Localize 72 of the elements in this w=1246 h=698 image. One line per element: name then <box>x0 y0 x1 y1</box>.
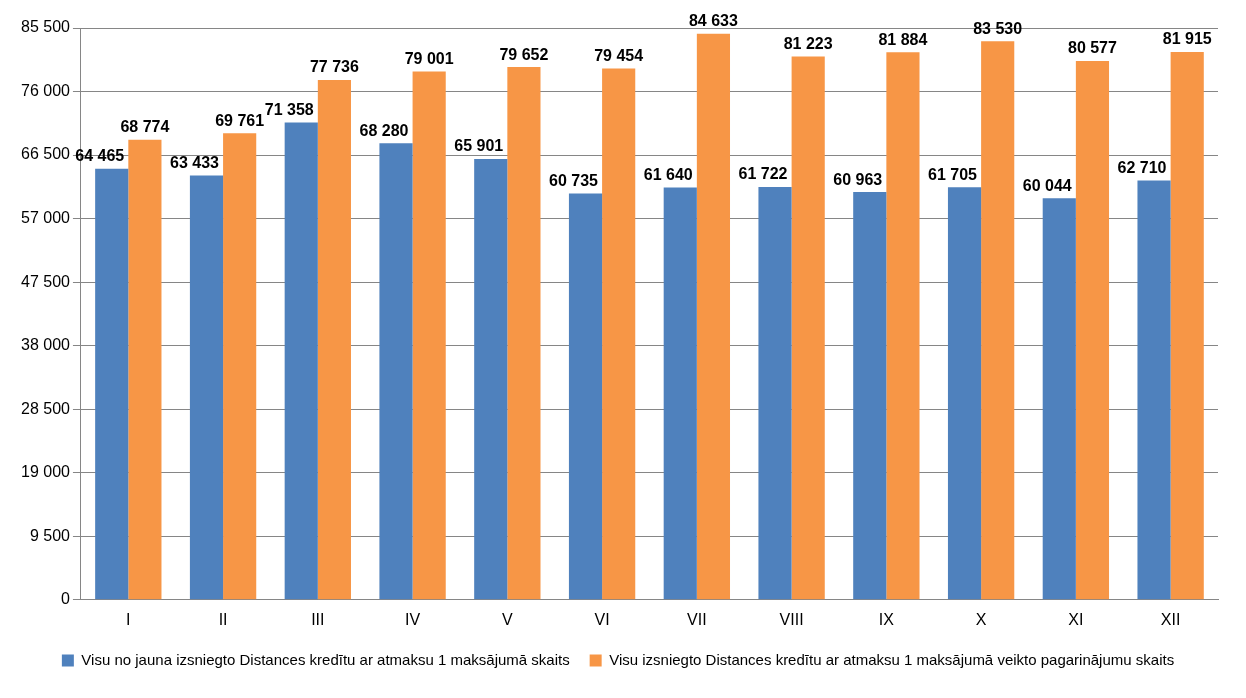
bar <box>886 52 920 600</box>
bar <box>189 175 224 600</box>
y-tick-label: 85 500 <box>21 18 71 36</box>
y-tick-label: 9 500 <box>29 526 71 544</box>
y-tick-label: 66 500 <box>21 145 71 163</box>
bar <box>412 71 446 600</box>
y-tick-label: 28 500 <box>21 399 71 417</box>
data-label: 68 280 <box>359 121 409 139</box>
data-label: 60 963 <box>833 170 883 188</box>
x-tick-label: IV <box>405 610 421 628</box>
data-label: 77 736 <box>309 58 359 76</box>
data-label: 81 223 <box>783 35 833 53</box>
x-tick-label: I <box>126 610 131 628</box>
bar <box>947 187 982 600</box>
bar <box>507 67 541 600</box>
bar <box>853 192 887 600</box>
x-tick-label: V <box>502 610 513 628</box>
x-tick-label: VII <box>687 610 707 628</box>
legend-label: Visu no jauna izsniegto Distances kredītu ar atmaksu 1 maksājumā skaits <box>81 650 570 668</box>
data-label: 80 577 <box>1067 39 1118 57</box>
bar <box>128 139 162 600</box>
data-label: 65 901 <box>454 137 504 155</box>
x-tick-label: II <box>218 610 228 628</box>
data-label: 71 358 <box>264 100 314 118</box>
y-tick-label: 19 000 <box>21 463 71 481</box>
bar <box>1137 180 1171 600</box>
bar <box>791 56 825 600</box>
bar <box>379 143 413 600</box>
legend-label: Visu izsniegto Distances kredītu ar atmaksu 1 maksājumā veikto pagarinājumu skaits <box>609 650 1175 668</box>
data-label: 63 433 <box>170 153 220 171</box>
data-label: 79 652 <box>499 45 549 63</box>
x-tick-label: VIII <box>779 610 804 628</box>
x-tick-label: IX <box>878 610 895 628</box>
bar <box>1075 60 1110 600</box>
bar <box>223 133 257 600</box>
bar <box>474 159 508 600</box>
y-tick-label: 47 500 <box>21 272 71 290</box>
bar <box>1170 51 1204 600</box>
data-label: 60 044 <box>1022 176 1072 194</box>
bar <box>1042 198 1076 600</box>
data-label: 61 640 <box>643 165 693 183</box>
bar <box>95 168 129 600</box>
bar <box>663 187 697 600</box>
data-label: 64 465 <box>75 147 125 165</box>
data-label: 68 774 <box>120 118 170 136</box>
y-tick-label: 38 000 <box>21 336 71 354</box>
x-tick-label: X <box>975 610 987 628</box>
y-tick-label: 76 000 <box>21 81 71 99</box>
data-label: 61 705 <box>928 165 978 183</box>
x-tick-label: XII <box>1160 610 1181 628</box>
y-tick-label: 0 <box>61 590 71 608</box>
data-label: 62 710 <box>1117 158 1167 176</box>
data-label: 81 884 <box>878 30 928 48</box>
x-tick-label: XI <box>1068 610 1084 628</box>
bar <box>696 33 731 600</box>
data-label: 69 761 <box>215 111 265 129</box>
bar <box>284 122 318 600</box>
data-label: 60 735 <box>549 172 599 190</box>
x-tick-label: III <box>311 610 325 628</box>
bar <box>758 187 792 600</box>
data-label: 81 915 <box>1162 30 1212 48</box>
data-label: 79 454 <box>594 46 644 64</box>
bar <box>317 79 351 600</box>
y-tick-label: 57 000 <box>21 209 71 227</box>
x-tick-label: VI <box>594 610 610 628</box>
data-label: 84 633 <box>688 12 738 30</box>
bar <box>602 68 636 600</box>
data-label: 79 001 <box>404 49 454 67</box>
bar <box>981 41 1015 600</box>
data-label: 83 530 <box>973 19 1023 37</box>
bar <box>568 193 603 600</box>
data-label: 61 722 <box>738 165 788 183</box>
